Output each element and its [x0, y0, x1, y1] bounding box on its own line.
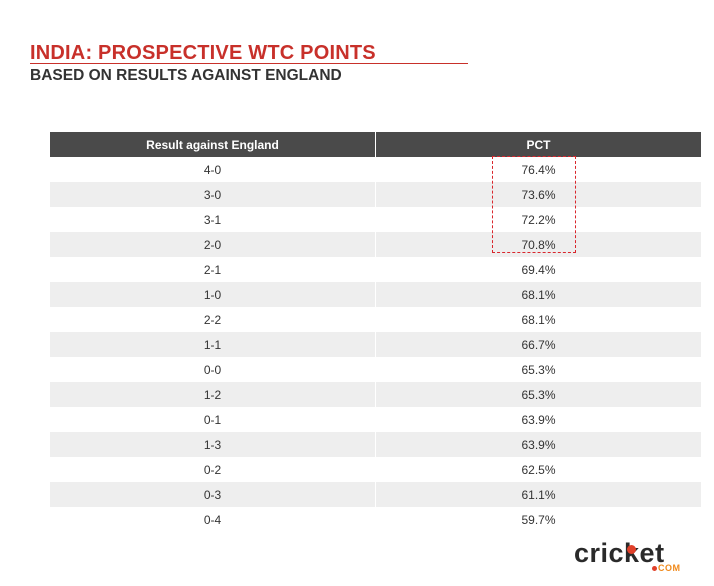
- table-header: Result against England PCT: [50, 132, 701, 157]
- cell-result: 2-2: [50, 307, 376, 332]
- table-row: 0-4 59.7%: [50, 507, 701, 532]
- cell-pct: 70.8%: [521, 237, 556, 252]
- cell-result: 0-0: [50, 357, 376, 382]
- cell-result: 0-1: [50, 407, 376, 432]
- table-row: 1-0 68.1%: [50, 282, 701, 307]
- table-row: 0-2 62.5%: [50, 457, 701, 482]
- cell-pct: 68.1%: [521, 312, 556, 327]
- cell-pct: 62.5%: [521, 462, 556, 477]
- cell-pct: 65.3%: [521, 387, 556, 402]
- table-row: 1-2 65.3%: [50, 382, 701, 407]
- cell-pct: 66.7%: [521, 337, 556, 352]
- cell-result: 1-0: [50, 282, 376, 307]
- cell-result: 4-0: [50, 157, 376, 182]
- cricket-com-logo: cricket COM: [574, 538, 688, 574]
- cell-pct: 63.9%: [521, 437, 556, 452]
- table-row: 0-3 61.1%: [50, 482, 701, 507]
- cell-pct: 63.9%: [521, 412, 556, 427]
- logo-suffix: COM: [658, 563, 681, 573]
- cell-result: 2-1: [50, 257, 376, 282]
- cell-pct: 69.4%: [521, 262, 556, 277]
- table-row: 1-1 66.7%: [50, 332, 701, 357]
- logo-dot-icon: [652, 566, 657, 571]
- table-row: 2-2 68.1%: [50, 307, 701, 332]
- results-table: Result against England PCT 4-0 76.4% 3-0 73…: [50, 132, 701, 532]
- cell-pct: 68.1%: [521, 287, 556, 302]
- cell-result: 0-2: [50, 457, 376, 482]
- column-header-pct: PCT: [526, 137, 551, 152]
- cell-result: 3-0: [50, 182, 376, 207]
- cell-result: 0-3: [50, 482, 376, 507]
- highlight-box: [492, 156, 576, 253]
- logo-wordmark: cricket: [574, 538, 665, 568]
- cell-result: 2-0: [50, 232, 376, 257]
- cell-pct: 73.6%: [521, 187, 556, 202]
- cell-pct: 59.7%: [521, 512, 556, 527]
- cell-result: 0-4: [50, 507, 376, 532]
- cell-result: 1-3: [50, 432, 376, 457]
- table-body: 4-0 76.4% 3-0 73.6% 3-1 72.2% 2-0 70.8% 2-1 69.4%…: [50, 157, 701, 532]
- table-row: 2-1 69.4%: [50, 257, 701, 282]
- table-row: 0-0 65.3%: [50, 357, 701, 382]
- table-row: 4-0 76.4%: [50, 157, 701, 182]
- table-row: 0-1 63.9%: [50, 407, 701, 432]
- table-row: 3-1 72.2%: [50, 207, 701, 232]
- logo-ball-icon: [627, 545, 636, 554]
- chart-subtitle: BASED ON RESULTS AGAINST ENGLAND: [30, 67, 342, 84]
- table-row: 1-3 63.9%: [50, 432, 701, 457]
- cell-pct: 61.1%: [521, 487, 556, 502]
- column-header-result: Result against England: [50, 132, 376, 157]
- cell-result: 1-2: [50, 382, 376, 407]
- chart-title: INDIA: PROSPECTIVE WTC POINTS: [30, 42, 376, 64]
- title-underline: [30, 63, 468, 64]
- table-row: 2-0 70.8%: [50, 232, 701, 257]
- cell-result: 3-1: [50, 207, 376, 232]
- cell-pct: 65.3%: [521, 362, 556, 377]
- table-row: 3-0 73.6%: [50, 182, 701, 207]
- cell-pct: 76.4%: [521, 162, 556, 177]
- cell-pct: 72.2%: [521, 212, 556, 227]
- cell-result: 1-1: [50, 332, 376, 357]
